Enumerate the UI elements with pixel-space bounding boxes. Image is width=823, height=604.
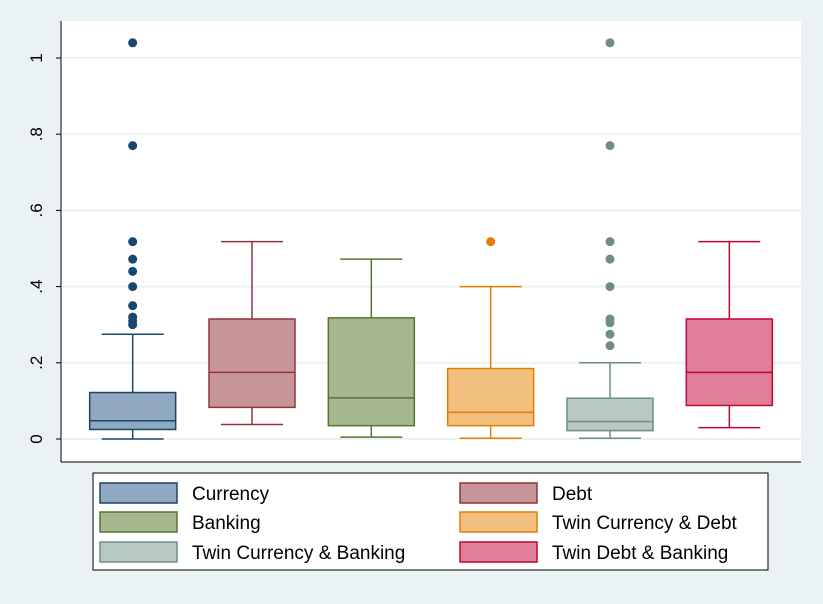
outlier-point [605,38,615,48]
iqr-box [685,318,774,407]
outlier-point [605,329,615,339]
plot-area [61,21,801,462]
box-series [566,38,654,439]
legend: Currency Debt Banking Twin Currency & Debt T… [99,482,738,564]
iqr-box [88,391,177,431]
y-tick-label: .4 [27,280,46,294]
legend-swatch [99,511,178,533]
outlier-point [605,254,615,264]
iqr-box [327,317,416,427]
box-series [446,237,535,439]
outlier-point [605,141,615,151]
y-tick-label: .2 [27,356,46,370]
box-series [327,258,416,438]
outlier-point [128,301,138,311]
legend-swatch [99,541,178,563]
outlier-point [128,266,138,276]
legend-label: Twin Debt & Banking [552,543,728,564]
y-tick-label: 0 [27,434,46,443]
boxes [88,38,774,440]
iqr-box [566,397,654,432]
y-axis-ticks: 0 .2 .4 .6 .8 1 [27,53,61,444]
legend-label: Twin Currency & Debt [552,513,738,534]
outlier-point [128,254,138,264]
legend-label: Currency [192,484,270,505]
box-series [88,38,177,440]
legend-swatch [459,511,538,533]
outlier-point [605,341,615,351]
grid-lines [62,57,801,440]
legend-label: Debt [552,484,593,505]
legend-box [92,472,769,571]
y-tick-label: .6 [27,203,46,217]
legend-label: Twin Currency & Banking [192,543,405,564]
legend-swatch [99,482,178,504]
outlier-point [605,318,615,328]
outlier-point [128,141,138,151]
outlier-point [128,38,138,48]
legend-swatch [459,482,538,504]
outlier-point [128,320,138,330]
y-tick-label: 1 [27,53,46,62]
legend-swatch [459,541,538,563]
outlier-point [128,237,138,247]
y-tick-label: .8 [27,127,46,141]
outlier-point [605,282,615,292]
box-series [685,240,774,429]
outlier-point [605,237,615,247]
box-series [208,240,296,426]
outlier-point [486,237,496,247]
outlier-point [128,282,138,292]
legend-label: Banking [192,513,261,534]
iqr-box [446,367,535,427]
iqr-box [208,318,296,409]
